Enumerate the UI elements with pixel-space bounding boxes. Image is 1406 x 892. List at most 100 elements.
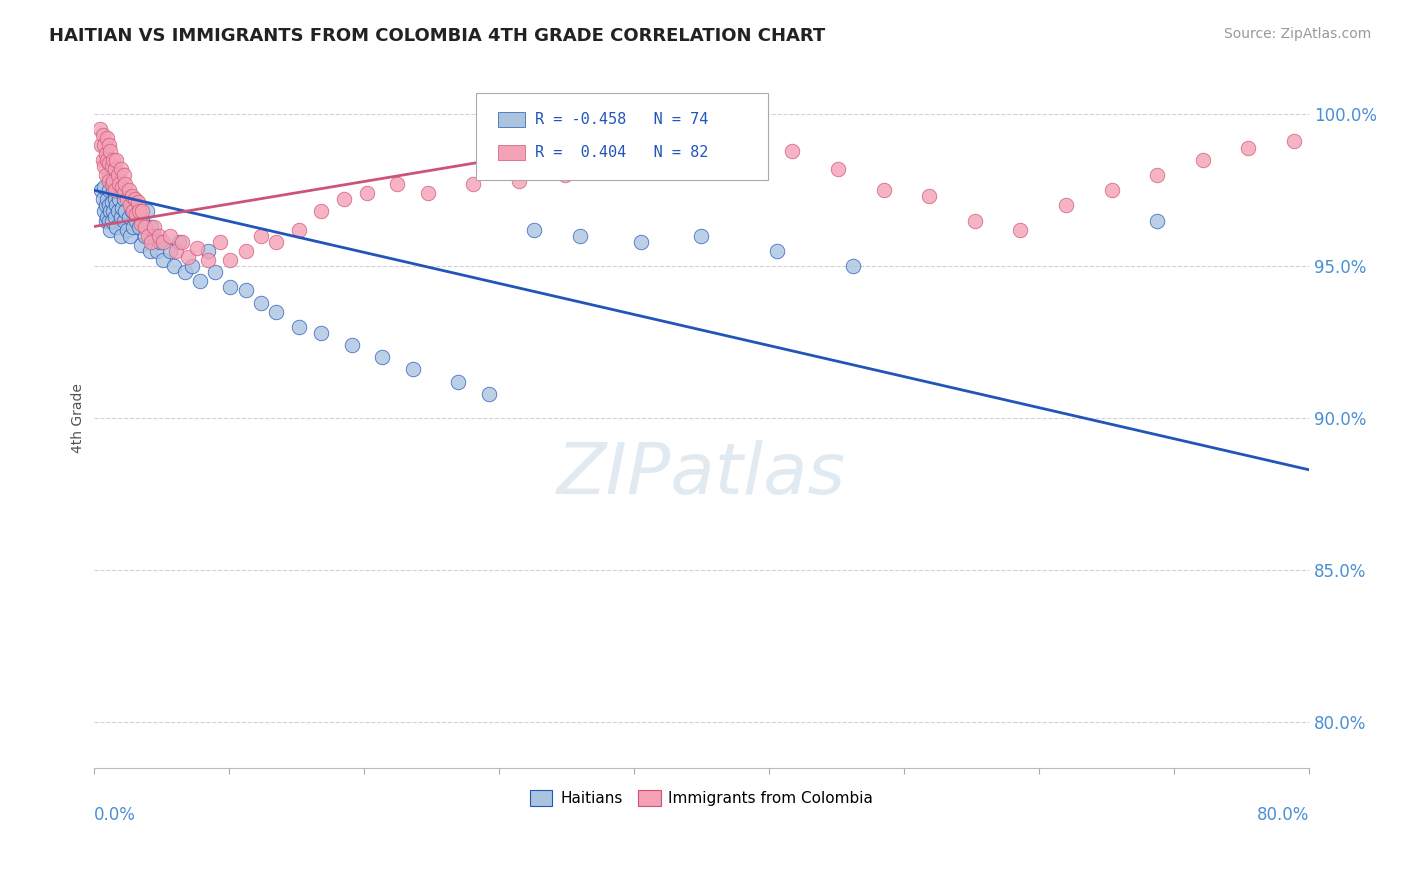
Point [159,228,181,243]
Point [134,228,156,243]
Point [90,183,112,197]
Point [115,192,138,206]
Point [107,204,129,219]
Point [644,159,666,173]
Point [508,174,530,188]
Point [356,186,378,201]
Point [554,168,576,182]
Point [1054,198,1077,212]
Point [98,144,121,158]
Point [94,198,117,212]
Point [235,244,257,258]
Point [173,265,195,279]
Point [141,235,163,249]
Point [112,168,135,182]
Point [131,213,153,227]
Point [387,177,409,191]
Point [101,213,124,227]
Point [1237,140,1260,154]
Point [208,235,231,249]
Point [139,244,162,258]
Point [249,228,271,243]
Point [219,253,242,268]
Point [463,177,485,191]
Point [103,204,125,219]
Point [129,237,152,252]
Point [118,228,141,243]
Point [141,219,163,234]
Point [122,204,145,219]
Point [447,375,470,389]
Point [148,228,170,243]
Point [101,195,124,210]
Point [690,153,713,167]
Point [122,219,145,234]
Point [104,161,127,176]
Point [129,217,152,231]
Point [264,304,287,318]
Point [121,204,143,219]
Text: R =  0.404   N = 82: R = 0.404 N = 82 [534,145,709,160]
Text: 80.0%: 80.0% [1257,806,1309,824]
Point [97,183,120,197]
Point [1313,128,1336,143]
Point [827,161,849,176]
FancyBboxPatch shape [477,93,768,180]
Point [371,351,394,365]
Point [287,222,309,236]
Point [105,219,128,234]
Point [136,228,159,243]
Point [630,235,652,249]
Point [165,244,187,258]
Point [170,235,193,249]
Point [97,155,120,169]
Point [134,219,156,234]
Point [401,362,423,376]
Point [177,250,200,264]
Point [1146,213,1168,227]
Point [128,219,150,234]
Point [478,386,501,401]
Point [311,326,333,340]
Point [110,228,132,243]
Point [104,183,127,197]
Point [111,202,134,216]
Point [333,192,356,206]
Point [152,253,174,268]
Point [264,235,287,249]
Point [1101,183,1123,197]
Point [143,228,166,243]
Point [124,198,146,212]
FancyBboxPatch shape [498,145,524,160]
Point [90,137,112,152]
Point [131,204,153,219]
Point [127,195,149,210]
Point [98,204,121,219]
Point [96,211,118,225]
Point [416,186,439,201]
Point [93,159,115,173]
Point [125,207,148,221]
Point [115,222,138,236]
Point [93,204,115,219]
Point [197,253,219,268]
Point [872,183,894,197]
Point [101,177,124,191]
Point [96,131,118,145]
Point [97,213,120,227]
Point [110,161,132,176]
Point [143,219,166,234]
Point [152,235,174,249]
Point [112,192,135,206]
Point [97,198,120,212]
Point [121,189,143,203]
Point [96,153,118,167]
Point [149,235,172,249]
Text: R = -0.458   N = 74: R = -0.458 N = 74 [534,112,709,127]
Point [1191,153,1213,167]
Point [94,213,117,227]
Point [117,211,139,225]
Point [523,222,546,236]
Legend: Haitians, Immigrants from Colombia: Haitians, Immigrants from Colombia [523,784,879,813]
Point [117,183,139,197]
